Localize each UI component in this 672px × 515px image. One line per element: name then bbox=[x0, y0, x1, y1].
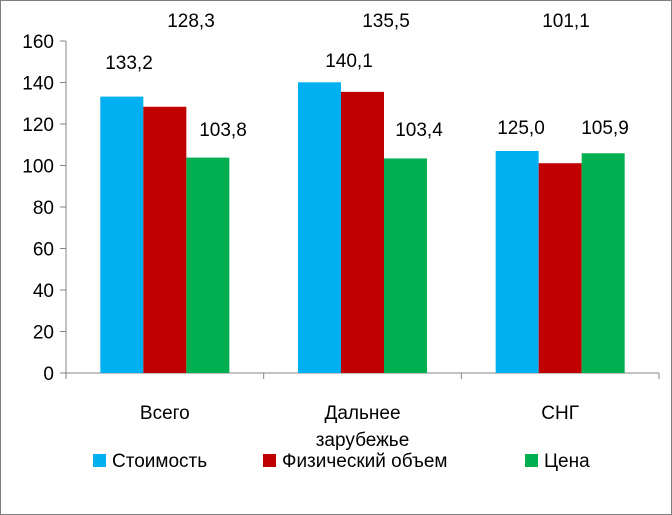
y-tick-label: 100 bbox=[22, 157, 54, 178]
legend-label: Цена bbox=[544, 451, 590, 472]
data-label: 125,0 bbox=[497, 118, 545, 139]
data-label: 140,1 bbox=[325, 51, 373, 72]
bar bbox=[495, 150, 539, 373]
bar bbox=[581, 153, 625, 373]
axes: 0 20 40 60 80 100 120 140 160 Всего Дальнее зарубеж… bbox=[22, 32, 660, 451]
y-tick-label: 160 bbox=[22, 32, 54, 53]
data-label: 135,5 bbox=[362, 11, 410, 32]
y-tick-label: 0 bbox=[43, 364, 54, 385]
bar bbox=[384, 158, 427, 373]
legend: Стоимость Физический объем Цена bbox=[93, 451, 590, 472]
data-label: 128,3 bbox=[167, 11, 215, 32]
bar bbox=[143, 106, 187, 373]
legend-label: Физический объем bbox=[282, 451, 448, 472]
x-category-label: зарубежье bbox=[316, 430, 410, 451]
x-category-label: СНГ bbox=[541, 403, 579, 424]
data-labels: 133,2 140,1 125,0 128,3 135,5 101,1 103,8 103,4… bbox=[105, 11, 629, 141]
x-category-label: Всего bbox=[140, 403, 190, 424]
y-tick-label: 140 bbox=[22, 74, 54, 95]
bar bbox=[298, 82, 341, 373]
data-label: 103,4 bbox=[395, 120, 443, 141]
y-tick-label: 40 bbox=[33, 281, 54, 302]
data-label: 101,1 bbox=[542, 11, 590, 32]
data-label: 133,2 bbox=[105, 53, 153, 74]
bar bbox=[341, 91, 384, 374]
data-label: 105,9 bbox=[581, 118, 629, 139]
bar bbox=[100, 96, 144, 374]
y-tick-label: 120 bbox=[22, 115, 54, 136]
legend-swatch bbox=[263, 454, 276, 467]
x-category-label: Дальнее bbox=[324, 403, 400, 424]
bar bbox=[186, 157, 230, 373]
y-tick-label: 80 bbox=[33, 198, 54, 219]
bars bbox=[100, 82, 625, 374]
legend-swatch bbox=[93, 454, 106, 467]
legend-label: Стоимость bbox=[112, 451, 207, 472]
y-tick-label: 20 bbox=[33, 323, 54, 344]
data-label: 103,8 bbox=[199, 120, 247, 141]
bar bbox=[538, 163, 582, 373]
y-tick-label: 60 bbox=[33, 240, 54, 261]
legend-swatch bbox=[525, 454, 538, 467]
